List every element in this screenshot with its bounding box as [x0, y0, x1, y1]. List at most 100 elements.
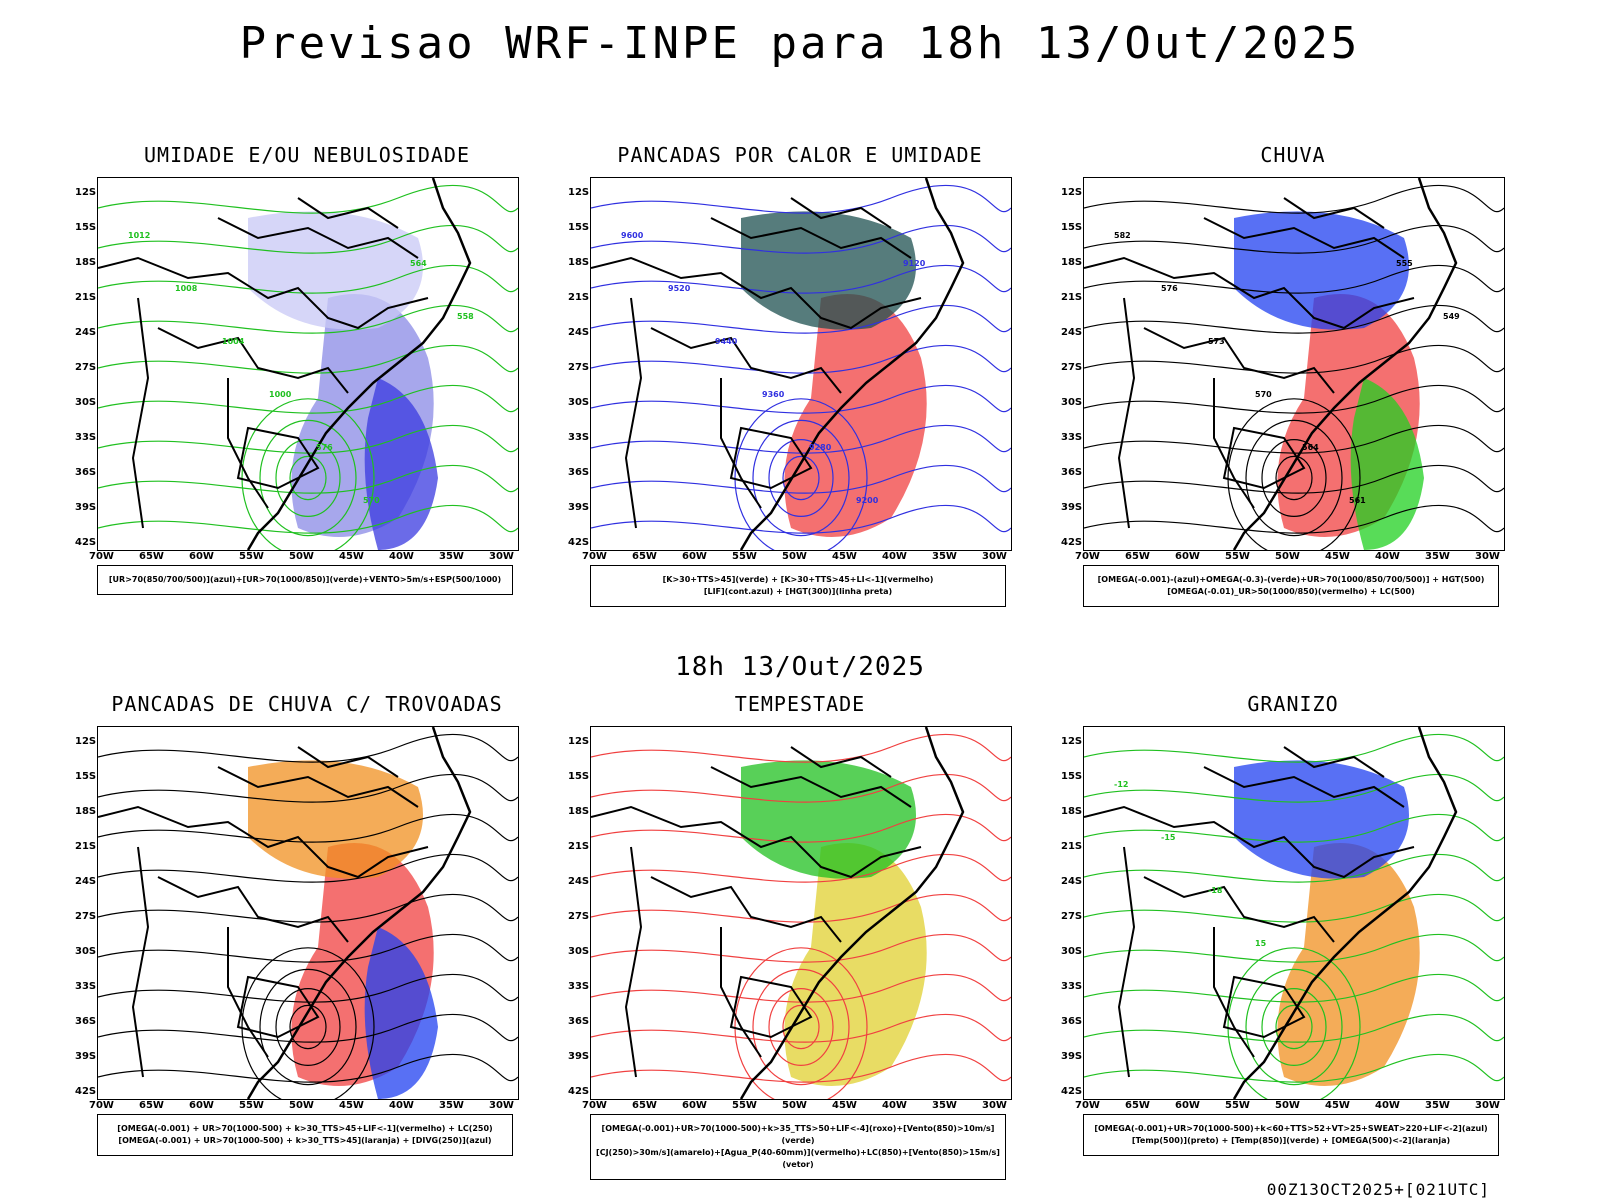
- contour-ring: [275, 988, 341, 1067]
- contour-line: [591, 894, 1011, 923]
- panel-title: UMIDADE E/OU NEBULOSIDADE: [143, 143, 471, 167]
- lon-tick-label: 30W: [489, 551, 514, 562]
- contour-label: 9440: [715, 337, 738, 346]
- lon-tick-label: 70W: [582, 551, 607, 562]
- forecast-map: -12 -15 -18 15: [1083, 726, 1505, 1100]
- panel-legend: [UR>70(850/700/500)](azul)+[UR>70(1000/8…: [97, 565, 513, 595]
- contour-line: [591, 185, 1011, 214]
- contour-label: -15: [1161, 833, 1176, 842]
- lon-tick-label: 55W: [1225, 1100, 1250, 1111]
- contour-ring: [768, 439, 834, 518]
- lat-tick-label: 42S: [1061, 1086, 1083, 1097]
- lon-tick-label: 35W: [932, 1100, 957, 1111]
- contour-line: [591, 854, 1011, 883]
- contour-line: [98, 345, 518, 374]
- contour-ring: [1261, 988, 1327, 1067]
- lat-tick-label: 24S: [75, 327, 97, 338]
- contour-line: [591, 225, 1011, 254]
- country-border: [297, 746, 399, 778]
- lon-tick-label: 35W: [439, 1100, 464, 1111]
- lon-tick-label: 55W: [732, 1100, 757, 1111]
- coastline: [246, 178, 472, 550]
- lat-tick-label: 18S: [75, 806, 97, 817]
- lat-tick-label: 33S: [568, 981, 590, 992]
- lon-tick-label: 50W: [782, 551, 807, 562]
- lon-tick-label: 35W: [932, 551, 957, 562]
- lon-tick-label: 40W: [1375, 1100, 1400, 1111]
- contour-ring: [782, 1004, 820, 1050]
- lon-tick-label: 30W: [1475, 551, 1500, 562]
- contour-ring: [1275, 455, 1313, 501]
- lat-tick-label: 33S: [568, 432, 590, 443]
- contour-line: [591, 305, 1011, 334]
- country-border: [297, 197, 399, 229]
- legend-line: [OMEGA(-0.001)-(azul)+OMEGA(-0.3)-(verde…: [1097, 575, 1485, 584]
- lat-tick-label: 30S: [568, 946, 590, 957]
- country-border: [624, 297, 643, 529]
- panel-title: TEMPESTADE: [734, 692, 866, 716]
- lat-tick-label: 21S: [568, 292, 590, 303]
- lat-tick-label: 36S: [75, 467, 97, 478]
- contour-ring: [289, 455, 327, 501]
- fill-area: [248, 211, 423, 330]
- lon-tick-label: 30W: [489, 1100, 514, 1111]
- fill-area: [364, 378, 438, 550]
- country-border: [1117, 297, 1136, 529]
- contour-line: [98, 774, 518, 803]
- lon-tick-label: 50W: [289, 1100, 314, 1111]
- fill-area: [248, 760, 423, 879]
- country-border: [720, 378, 762, 509]
- contour-ring: [752, 419, 850, 537]
- contour-line: [591, 385, 1011, 414]
- country-border: [98, 805, 429, 879]
- coastline: [739, 178, 965, 550]
- lat-tick-label: 42S: [75, 1086, 97, 1097]
- legend-line: [CJ(250)>30m/s](amarelo)+[Agua_P(40-60mm…: [596, 1148, 1000, 1169]
- contour-line: [591, 265, 1011, 294]
- lat-tick-label: 15S: [75, 222, 97, 233]
- contour-label: 582: [1114, 231, 1131, 240]
- contour-label: 564: [1302, 443, 1319, 452]
- coastline: [246, 727, 472, 1099]
- country-border: [710, 217, 912, 259]
- country-border: [217, 766, 419, 808]
- lon-tick-label: 45W: [339, 551, 364, 562]
- lat-tick-label: 24S: [75, 876, 97, 887]
- contour-line: [98, 854, 518, 883]
- legend-line: [OMEGA(-0.01)_UR>50(1000/850)(vermelho) …: [1167, 587, 1415, 596]
- lat-tick-label: 42S: [75, 537, 97, 548]
- lon-tick-label: 65W: [139, 1100, 164, 1111]
- fill-area: [1277, 843, 1420, 1086]
- contour-line: [591, 974, 1011, 1003]
- lat-tick-label: 36S: [1061, 1016, 1083, 1027]
- lat-tick-label: 15S: [75, 771, 97, 782]
- contour-label: 573: [1208, 337, 1225, 346]
- contour-line: [591, 345, 1011, 374]
- lat-tick-label: 30S: [568, 397, 590, 408]
- contour-label: 1008: [175, 284, 198, 293]
- map-canvas: -12 -15 -18 15: [1084, 727, 1504, 1099]
- lon-tick-label: 60W: [1175, 551, 1200, 562]
- contour-ring: [1261, 439, 1327, 518]
- lat-tick-label: 39S: [568, 1051, 590, 1062]
- country-border: [790, 746, 892, 778]
- lon-tick-label: 50W: [289, 551, 314, 562]
- lat-tick-label: 21S: [1061, 292, 1083, 303]
- legend-line: [OMEGA(-0.001) + UR>70(1000-500) + k>30_…: [117, 1124, 493, 1133]
- fill-area: [1234, 211, 1409, 330]
- contour-line: [98, 425, 518, 454]
- contour-line: [1084, 934, 1504, 963]
- legend-line: [UR>70(850/700/500)](azul)+[UR>70(1000/8…: [108, 575, 502, 584]
- forecast-map: [97, 726, 519, 1100]
- lat-tick-label: 36S: [568, 1016, 590, 1027]
- lon-tick-label: 35W: [1425, 1100, 1450, 1111]
- lon-tick-label: 65W: [1125, 1100, 1150, 1111]
- contour-line: [591, 934, 1011, 963]
- lat-tick-label: 27S: [75, 911, 97, 922]
- lon-tick-label: 45W: [339, 1100, 364, 1111]
- contour-label: 9600: [621, 231, 644, 240]
- lon-tick-label: 40W: [389, 1100, 414, 1111]
- fill-area: [741, 211, 916, 330]
- country-border: [157, 327, 349, 394]
- legend-line: [OMEGA(-0.001)+UR>70(1000-500)+k<60+TTS>…: [1094, 1124, 1488, 1133]
